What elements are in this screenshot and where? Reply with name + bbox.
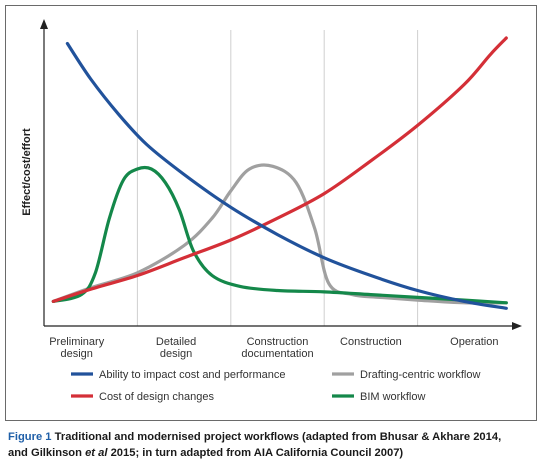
chart: PreliminarydesignDetaileddesignConstruct… bbox=[21, 19, 522, 403]
figure-label: Figure 1 bbox=[8, 431, 52, 443]
figure-caption: Figure 1 Traditional and modernised proj… bbox=[8, 429, 538, 461]
x-tick-label: documentation bbox=[241, 348, 313, 360]
grid bbox=[136, 30, 419, 326]
caption-text-1: Traditional and modernised project workf… bbox=[54, 431, 502, 443]
y-axis-arrow bbox=[40, 19, 48, 29]
x-tick-label: Construction bbox=[247, 336, 309, 348]
y-axis-label: Effect/cost/effort bbox=[21, 128, 33, 216]
legend: Ability to impact cost and performance Dr… bbox=[71, 369, 480, 403]
legend-label: Drafting-centric workflow bbox=[360, 369, 480, 381]
caption-text-2-italic: et al bbox=[85, 447, 108, 459]
legend-label: Cost of design changes bbox=[99, 391, 214, 403]
series-line-cost-of-design-changes bbox=[51, 36, 508, 303]
series-line-drafting-centric-workflow bbox=[51, 163, 508, 305]
caption-text-2a: and Gilkinson bbox=[8, 447, 86, 459]
x-axis-arrow bbox=[512, 322, 522, 330]
caption-line-2: and Gilkinson et al 2015; in turn adapte… bbox=[8, 445, 538, 461]
x-tick-label: Preliminary bbox=[49, 336, 105, 348]
legend-label: BIM workflow bbox=[360, 391, 425, 403]
figure-frame: Preliminary design Detailed design Construct… bbox=[5, 5, 537, 421]
category-labels: PreliminarydesignDetaileddesignConstruct… bbox=[49, 336, 498, 360]
x-tick-label: design bbox=[60, 348, 92, 360]
axes bbox=[40, 19, 522, 330]
caption-line-1: Figure 1 Traditional and modernised proj… bbox=[8, 429, 538, 445]
x-tick-label: Detailed bbox=[156, 336, 196, 348]
series-line-bim-workflow bbox=[51, 165, 508, 305]
legend-label: Ability to impact cost and performance bbox=[99, 369, 285, 381]
x-tick-label: Construction bbox=[340, 336, 402, 348]
caption-text-2b: 2015; in turn adapted from AIA Californi… bbox=[107, 447, 404, 459]
series-line-ability-to-impact-cost-and-performance bbox=[65, 41, 508, 310]
series-group bbox=[51, 36, 508, 310]
x-tick-label: design bbox=[160, 348, 192, 360]
x-tick-label: Operation bbox=[450, 336, 498, 348]
